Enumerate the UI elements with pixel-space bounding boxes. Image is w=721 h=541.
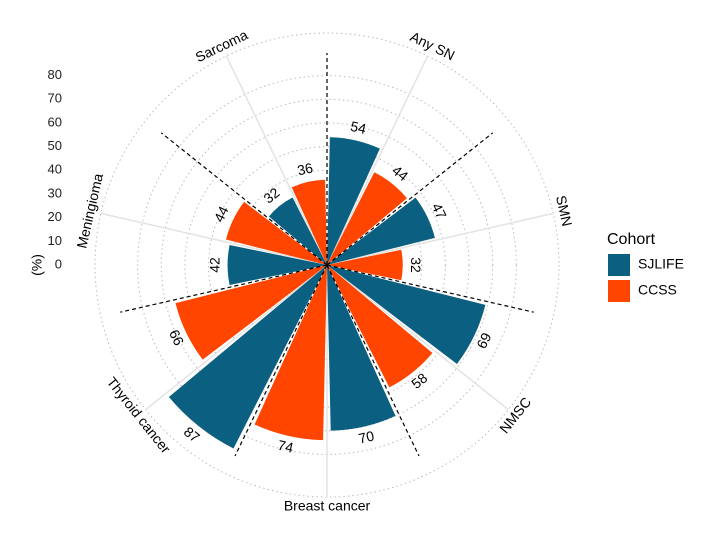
bar	[327, 265, 486, 364]
category-label: SMN	[553, 194, 576, 228]
separator	[326, 264, 534, 313]
bar	[327, 249, 403, 281]
bar	[327, 197, 435, 265]
value-label: 32	[408, 257, 424, 273]
legend-label: CCSS	[638, 282, 677, 298]
spoke	[145, 264, 328, 411]
y-tick-label: 80	[48, 67, 62, 82]
y-tick-label: 30	[48, 185, 62, 200]
bar	[327, 265, 396, 431]
bar	[227, 245, 327, 285]
value-label: 69	[473, 330, 494, 351]
bar	[268, 197, 327, 265]
y-tick-label: 50	[48, 138, 62, 153]
legend-title: Cohort	[607, 231, 656, 248]
value-label: 54	[349, 118, 368, 137]
bar	[175, 265, 327, 360]
category-label: Thyroid cancer	[104, 374, 174, 457]
category-label: Breast cancer	[284, 498, 371, 514]
value-label: 36	[296, 159, 315, 178]
value-label: 70	[357, 427, 376, 446]
value-label: 32	[260, 184, 282, 206]
legend-key	[608, 280, 630, 302]
grid-circle	[184, 122, 470, 408]
spoke	[100, 212, 328, 266]
bar	[327, 172, 407, 265]
y-tick-label: 0	[55, 256, 62, 271]
value-label: 42	[206, 257, 222, 273]
value-label: 66	[166, 327, 187, 348]
separator	[326, 264, 420, 457]
separator	[234, 264, 328, 457]
legend-label: SJLIFE	[638, 256, 684, 272]
value-label: 44	[211, 203, 232, 224]
separator	[120, 264, 328, 313]
separator	[326, 132, 494, 266]
y-axis-title: (%)	[29, 254, 45, 276]
bar	[327, 137, 380, 265]
bar	[168, 265, 327, 449]
bar	[225, 201, 327, 265]
legend-key	[608, 254, 630, 276]
spoke	[326, 55, 429, 266]
y-tick-label: 60	[48, 114, 62, 129]
category-label: Sarcoma	[193, 26, 251, 65]
y-tick-label: 70	[48, 91, 62, 106]
y-tick-label: 40	[48, 162, 62, 177]
outer-ring	[94, 32, 560, 498]
grid-circle	[160, 98, 494, 432]
separator	[160, 132, 328, 266]
bar	[254, 265, 327, 441]
value-label: 47	[429, 200, 450, 221]
spoke	[326, 212, 554, 266]
y-tick-label: 10	[48, 233, 62, 248]
spoke	[225, 55, 328, 266]
value-label: 44	[389, 162, 411, 184]
spoke	[326, 264, 509, 411]
value-label: 74	[276, 437, 295, 456]
y-tick-label: 20	[48, 209, 62, 224]
bar	[327, 265, 433, 388]
bar	[291, 179, 327, 265]
